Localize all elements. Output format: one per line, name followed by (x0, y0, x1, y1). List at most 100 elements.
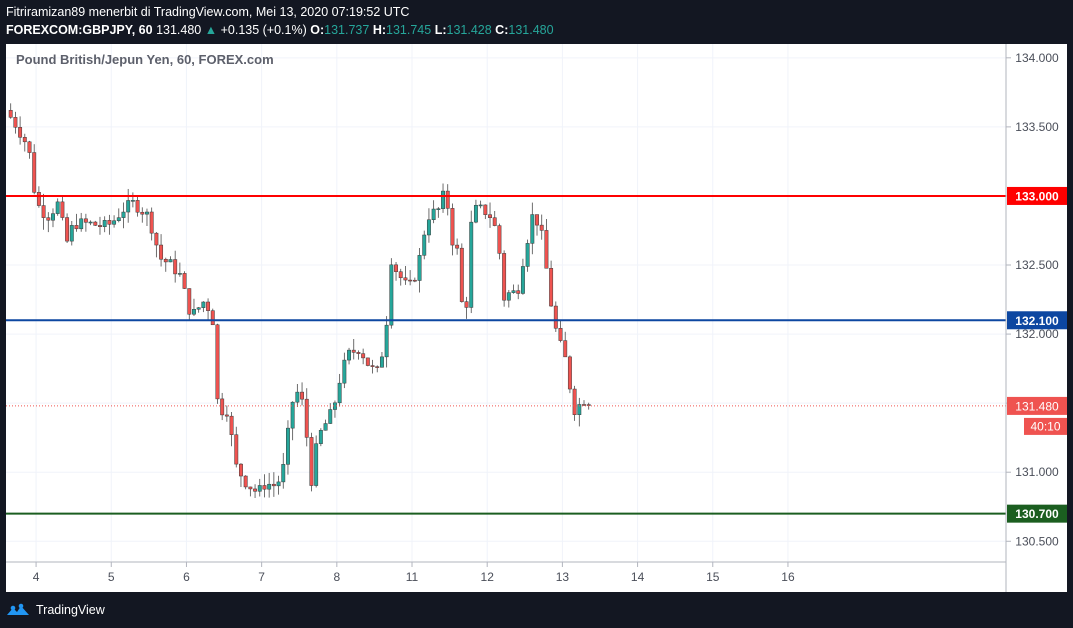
candle-body (469, 221, 474, 308)
candle-body (450, 208, 455, 246)
candle-body (126, 200, 131, 213)
level-label: 132.100 (1015, 314, 1059, 328)
candle-body (210, 310, 215, 326)
footer: TradingView (6, 600, 105, 620)
x-tick-label: 15 (706, 570, 720, 584)
candle-body (36, 192, 41, 206)
candle-body (525, 243, 530, 267)
candle-body (121, 211, 126, 218)
candle-body (506, 292, 511, 301)
y-tick-label: 131.000 (1015, 465, 1059, 479)
candle-body (140, 211, 145, 215)
candle-body (271, 483, 276, 487)
candle-body (74, 225, 79, 230)
candle-body (196, 307, 201, 310)
candle-body (276, 481, 281, 487)
close-value: 131.480 (508, 23, 554, 37)
current-price-label: 131.480 (1015, 399, 1059, 413)
level-label-bg (1007, 504, 1067, 523)
candle-body (295, 391, 300, 403)
candle-body (441, 190, 445, 209)
candle-body (375, 366, 380, 368)
candle-body (248, 486, 253, 490)
y-tick-label: 132.500 (1015, 258, 1059, 272)
chart-title: Pound British/Jepun Yen, 60, FOREX.com (16, 52, 274, 67)
candle-body (492, 217, 497, 226)
candle-body (567, 356, 572, 390)
low-label: L: (434, 23, 447, 37)
candle-body (234, 434, 239, 465)
candle-body (530, 214, 535, 244)
candle-body (192, 308, 196, 315)
x-tick-label: 8 (333, 570, 340, 584)
footer-brand: TradingView (36, 603, 105, 617)
candle-body (384, 324, 389, 358)
candle-body (577, 404, 582, 415)
candle-body (417, 255, 422, 281)
candle-body (102, 220, 107, 227)
level-label-bg (1007, 311, 1067, 330)
candle-body (342, 359, 347, 384)
tradingview-logo-icon (7, 603, 29, 615)
candle-body (563, 340, 568, 358)
x-tick-label: 16 (781, 570, 795, 584)
candle-body (539, 224, 544, 231)
x-tick-label: 12 (481, 570, 495, 584)
candle-body (304, 398, 309, 438)
candle-body (511, 290, 516, 293)
level-label: 133.000 (1015, 189, 1059, 203)
candle-body (163, 258, 168, 263)
countdown-label-bg (1024, 417, 1067, 435)
candle-body (300, 391, 305, 400)
x-tick-label: 14 (631, 570, 645, 584)
x-tick-label: 6 (183, 570, 190, 584)
candle-body (389, 264, 394, 326)
high-label: H: (372, 23, 387, 37)
level-label: 130.700 (1015, 507, 1059, 521)
candle-body (201, 301, 206, 308)
candle-body (445, 190, 450, 209)
candle-body (323, 423, 328, 431)
candle-body (257, 485, 262, 492)
candle-body (168, 259, 173, 263)
price-chart[interactable]: 134.000133.500133.000132.500132.000131.5… (6, 44, 1067, 592)
candle-body (478, 204, 483, 207)
y-tick-label: 134.000 (1015, 51, 1059, 65)
publisher-text: Fitriramizan89 menerbit di TradingView.c… (6, 5, 410, 19)
candle-body (483, 204, 488, 215)
candle-body (502, 253, 507, 301)
current-price-label-bg (1007, 396, 1067, 415)
candle-body (135, 200, 140, 213)
candle-body (488, 214, 492, 218)
candle-body (459, 247, 464, 302)
candle-body (431, 208, 436, 221)
candle-body (544, 230, 549, 269)
candle-body (51, 213, 55, 221)
price-change: +0.135 (+0.1%) (220, 23, 307, 37)
chart-background (6, 44, 1067, 592)
candle-body (27, 141, 32, 153)
candle-body (112, 220, 117, 225)
candle-body (55, 201, 60, 214)
candle-body (582, 404, 586, 406)
candle-body (262, 485, 267, 490)
candle-body (243, 475, 248, 488)
candle-body (558, 328, 563, 341)
candle-body (586, 404, 591, 406)
candle-body (220, 398, 225, 416)
x-tick-label: 7 (258, 570, 265, 584)
x-tick-label: 13 (556, 570, 570, 584)
symbol-info-line: FOREXCOM:GBPJPY, 60 131.480 ▲ +0.135 (+0… (6, 23, 554, 37)
candle-body (337, 382, 342, 404)
candle-body (572, 388, 577, 415)
candle-body (351, 349, 356, 353)
candle-body (206, 301, 211, 311)
candle-body (356, 352, 361, 354)
candle-body (347, 349, 351, 361)
low-value: 131.428 (446, 23, 492, 37)
candle-body (394, 264, 398, 272)
candle-body (22, 137, 27, 143)
candle-body (107, 220, 112, 225)
candle-body (286, 427, 290, 465)
publisher-line: Fitriramizan89 menerbit di TradingView.c… (6, 5, 409, 19)
